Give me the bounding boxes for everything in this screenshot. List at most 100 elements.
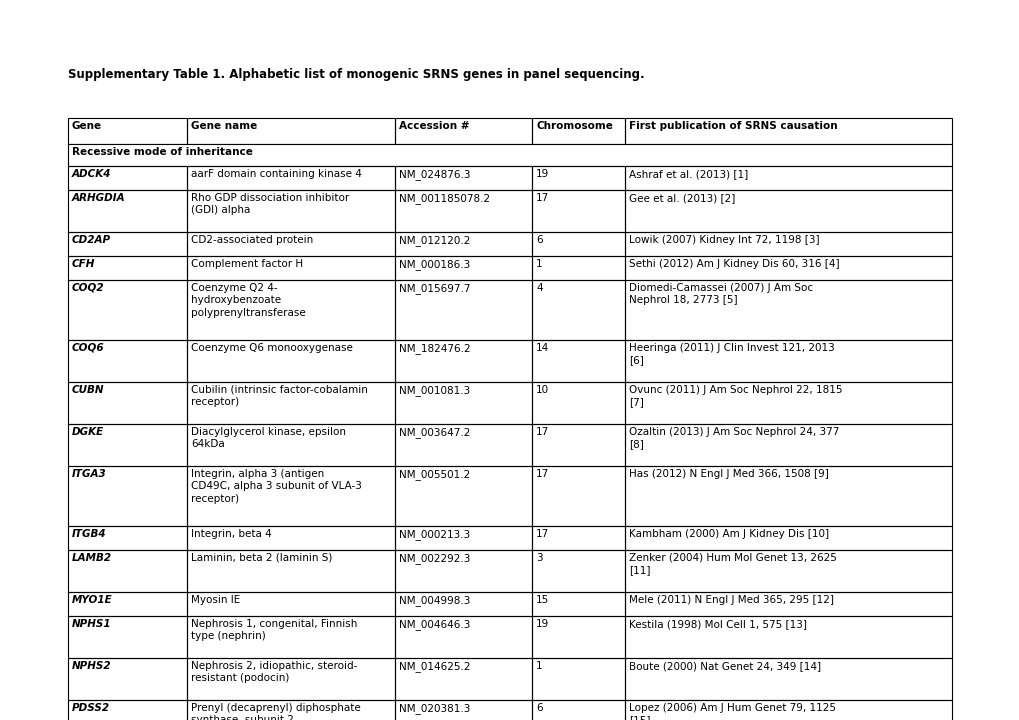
Bar — [532, 700, 625, 720]
Text: NM_014625.2: NM_014625.2 — [398, 661, 470, 672]
Bar — [394, 466, 532, 526]
Bar — [625, 118, 951, 144]
Text: Nephrosis 1, congenital, Finnish
type (nephrin): Nephrosis 1, congenital, Finnish type (n… — [192, 619, 358, 642]
Text: NM_000213.3: NM_000213.3 — [398, 529, 470, 540]
Text: Kestila (1998) Mol Cell 1, 575 [13]: Kestila (1998) Mol Cell 1, 575 [13] — [629, 619, 806, 629]
Bar — [68, 592, 187, 616]
Bar — [625, 166, 951, 190]
Text: CD2AP: CD2AP — [72, 235, 111, 245]
Bar — [625, 526, 951, 550]
Bar — [187, 592, 394, 616]
Text: 14: 14 — [536, 343, 549, 353]
Bar — [187, 340, 394, 382]
Text: NM_005501.2: NM_005501.2 — [398, 469, 470, 480]
Text: 3: 3 — [536, 553, 542, 563]
Bar — [625, 616, 951, 658]
Bar — [187, 118, 394, 144]
Text: Zenker (2004) Hum Mol Genet 13, 2625
[11]: Zenker (2004) Hum Mol Genet 13, 2625 [11… — [629, 553, 836, 575]
Bar — [68, 424, 187, 466]
Bar — [532, 658, 625, 700]
Text: 17: 17 — [536, 193, 549, 203]
Text: NM_000186.3: NM_000186.3 — [398, 259, 470, 270]
Bar — [532, 466, 625, 526]
Bar — [625, 526, 951, 550]
Bar — [394, 526, 532, 550]
Bar — [532, 118, 625, 144]
Bar — [532, 256, 625, 280]
Bar — [187, 256, 394, 280]
Bar — [394, 340, 532, 382]
Bar — [68, 616, 187, 658]
Bar — [394, 658, 532, 700]
Bar — [532, 466, 625, 526]
Text: Lopez (2006) Am J Hum Genet 79, 1125
[15]: Lopez (2006) Am J Hum Genet 79, 1125 [15… — [629, 703, 836, 720]
Bar — [68, 526, 187, 550]
Bar — [187, 382, 394, 424]
Bar — [68, 280, 187, 340]
Text: Gene: Gene — [72, 121, 102, 131]
Bar — [68, 166, 187, 190]
Bar — [187, 280, 394, 340]
Text: MYO1E: MYO1E — [72, 595, 113, 605]
Bar — [187, 526, 394, 550]
Bar — [625, 232, 951, 256]
Bar — [394, 592, 532, 616]
Bar — [187, 466, 394, 526]
Bar — [394, 526, 532, 550]
Bar — [68, 700, 187, 720]
Bar — [625, 232, 951, 256]
Bar — [625, 700, 951, 720]
Bar — [68, 280, 187, 340]
Bar — [187, 280, 394, 340]
Bar — [187, 340, 394, 382]
Bar — [187, 526, 394, 550]
Bar — [394, 280, 532, 340]
Text: NPHS2: NPHS2 — [72, 661, 111, 671]
Text: Gee et al. (2013) [2]: Gee et al. (2013) [2] — [629, 193, 735, 203]
Text: 17: 17 — [536, 529, 549, 539]
Bar — [532, 280, 625, 340]
Text: Laminin, beta 2 (laminin S): Laminin, beta 2 (laminin S) — [192, 553, 332, 563]
Bar — [394, 190, 532, 232]
Bar — [394, 340, 532, 382]
Text: aarF domain containing kinase 4: aarF domain containing kinase 4 — [192, 169, 362, 179]
Text: CFH: CFH — [72, 259, 96, 269]
Bar — [394, 190, 532, 232]
Bar — [68, 466, 187, 526]
Text: Ovunc (2011) J Am Soc Nephrol 22, 1815
[7]: Ovunc (2011) J Am Soc Nephrol 22, 1815 [… — [629, 385, 842, 408]
Bar — [68, 190, 187, 232]
Text: PDSS2: PDSS2 — [72, 703, 110, 713]
Text: NM_182476.2: NM_182476.2 — [398, 343, 470, 354]
Text: Gene name: Gene name — [192, 121, 258, 131]
Bar — [532, 592, 625, 616]
Bar — [532, 340, 625, 382]
Bar — [625, 592, 951, 616]
Text: Coenzyme Q6 monooxygenase: Coenzyme Q6 monooxygenase — [192, 343, 353, 353]
Bar — [625, 190, 951, 232]
Bar — [68, 592, 187, 616]
Text: NM_020381.3: NM_020381.3 — [398, 703, 470, 714]
Text: 4: 4 — [536, 283, 542, 293]
Bar — [625, 592, 951, 616]
Bar — [394, 550, 532, 592]
Bar — [394, 256, 532, 280]
Bar — [68, 658, 187, 700]
Text: 19: 19 — [536, 169, 549, 179]
Text: Diomedi-Camassei (2007) J Am Soc
Nephrol 18, 2773 [5]: Diomedi-Camassei (2007) J Am Soc Nephrol… — [629, 283, 812, 305]
Bar — [68, 424, 187, 466]
Bar — [532, 424, 625, 466]
Bar — [532, 190, 625, 232]
Text: Integrin, beta 4: Integrin, beta 4 — [192, 529, 272, 539]
Bar — [625, 190, 951, 232]
Bar — [68, 166, 187, 190]
Bar — [187, 118, 394, 144]
Bar — [394, 166, 532, 190]
Text: NM_015697.7: NM_015697.7 — [398, 283, 470, 294]
Bar — [394, 256, 532, 280]
Bar — [625, 256, 951, 280]
Bar — [68, 550, 187, 592]
Text: CD2-associated protein: CD2-associated protein — [192, 235, 313, 245]
Text: 6: 6 — [536, 703, 542, 713]
Text: NPHS1: NPHS1 — [72, 619, 111, 629]
Text: Boute (2000) Nat Genet 24, 349 [14]: Boute (2000) Nat Genet 24, 349 [14] — [629, 661, 820, 671]
